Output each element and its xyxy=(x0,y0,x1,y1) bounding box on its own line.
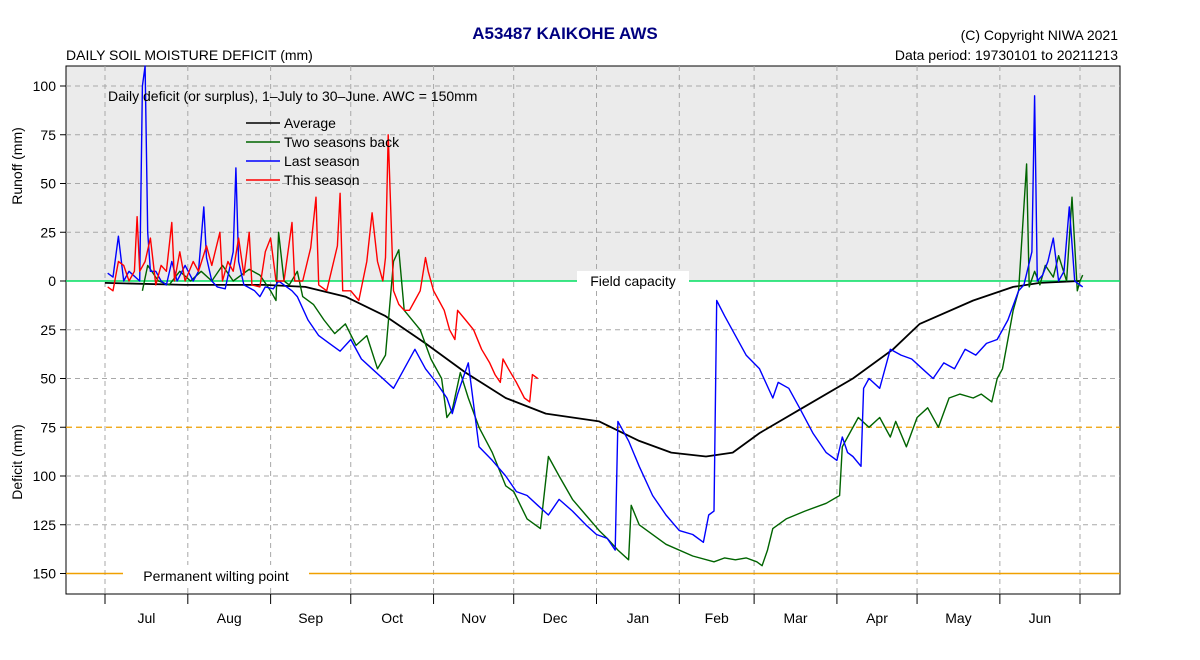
y-tick-label-9: 125 xyxy=(33,517,57,533)
x-tick-label-sep: Sep xyxy=(298,610,323,626)
copyright: (C) Copyright NIWA 2021 xyxy=(961,27,1119,43)
series-line-this-season xyxy=(107,134,539,403)
series-line-two-seasons-back xyxy=(141,163,1084,567)
data-period: Data period: 19730101 to 20211213 xyxy=(895,47,1118,63)
y-tick-label-0: 100 xyxy=(33,78,57,94)
series-lines xyxy=(104,65,1084,567)
annotation: Daily deficit (or surplus), 1–July to 30… xyxy=(108,88,477,104)
x-tick-label-jun: Jun xyxy=(1029,610,1052,626)
wilting-point-label-bg xyxy=(123,565,309,585)
grid xyxy=(66,66,1120,594)
legend: Average Two seasons back Last season Thi… xyxy=(246,115,400,188)
x-tick-label-feb: Feb xyxy=(705,610,729,626)
field-capacity-label: Field capacity xyxy=(590,273,676,289)
y-tick-label-8: 100 xyxy=(33,468,57,484)
x-tick-label-jan: Jan xyxy=(627,610,650,626)
x-tick-label-aug: Aug xyxy=(217,610,242,626)
series-line-average xyxy=(104,280,1081,458)
chart-title: A53487 KAIKOHE AWS xyxy=(472,24,657,43)
ylabel-deficit: Deficit (mm) xyxy=(9,424,25,499)
legend-label-two-seasons-back: Two seasons back xyxy=(284,134,400,150)
y-tick-label-3: 25 xyxy=(40,224,56,240)
x-tick-label-dec: Dec xyxy=(543,610,568,626)
y-tick-label-4: 0 xyxy=(48,273,56,289)
y-tick-label-2: 50 xyxy=(40,176,56,192)
x-tick-label-may: May xyxy=(945,610,971,626)
series-line-last-season xyxy=(107,65,1084,551)
surplus-band xyxy=(66,66,1120,281)
reference-lines xyxy=(66,280,1120,575)
wilting-point-label: Permanent wilting point xyxy=(143,568,289,584)
field-capacity-label-bg xyxy=(577,271,689,291)
y-tick-label-10: 150 xyxy=(33,566,57,582)
ylabel-runoff: Runoff (mm) xyxy=(9,127,25,205)
y-tick-label-5: 25 xyxy=(40,322,56,338)
x-tick-label-jul: Jul xyxy=(137,610,155,626)
x-tick-label-oct: Oct xyxy=(381,610,403,626)
x-tick-label-mar: Mar xyxy=(783,610,807,626)
axes: 100 75 50 25 0 25 50 75 100 125 150 Jul Aug Sep Oct Nov… xyxy=(33,78,1081,626)
x-tick-label-nov: Nov xyxy=(461,610,486,626)
y-tick-label-6: 50 xyxy=(40,371,56,387)
y-tick-label-1: 75 xyxy=(40,127,56,143)
legend-label-last-season: Last season xyxy=(284,153,360,169)
legend-label-this-season: This season xyxy=(284,172,359,188)
chart-subtitle: DAILY SOIL MOISTURE DEFICIT (mm) xyxy=(66,47,313,63)
y-tick-label-7: 75 xyxy=(40,419,56,435)
legend-label-average: Average xyxy=(284,115,336,131)
x-tick-label-apr: Apr xyxy=(866,610,888,626)
